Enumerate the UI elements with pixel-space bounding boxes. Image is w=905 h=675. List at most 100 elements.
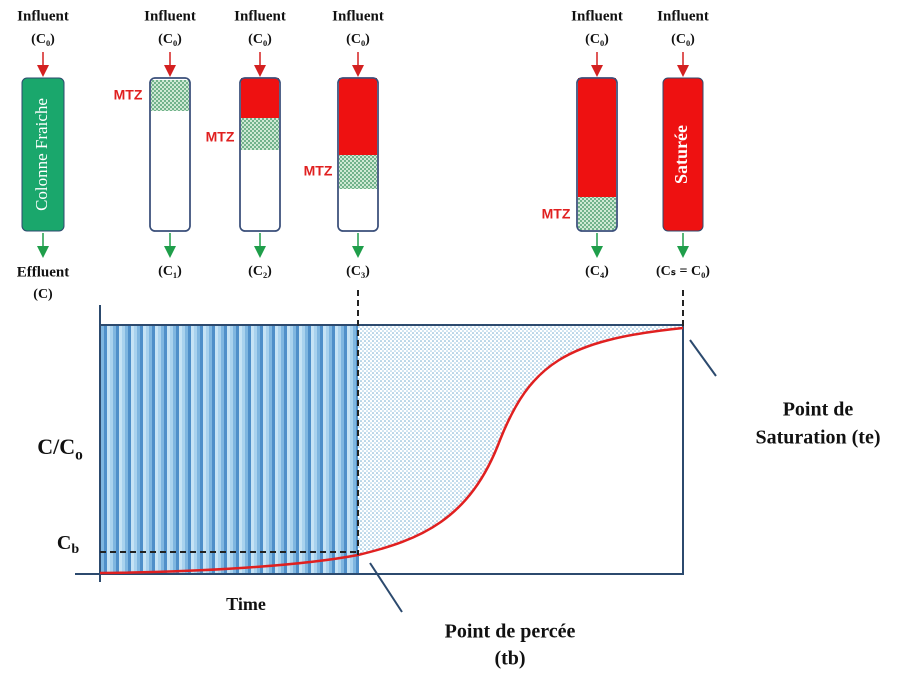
breakthrough-curve bbox=[99, 326, 684, 575]
y-axis-label: C/Co bbox=[37, 434, 83, 463]
x-axis-label: Time bbox=[226, 594, 266, 614]
dotted-area bbox=[358, 325, 683, 555]
mtz-label: MTZ bbox=[114, 87, 143, 103]
stripe bbox=[233, 325, 236, 574]
effluent-concentration: (C₁) bbox=[158, 264, 182, 279]
stripe bbox=[131, 325, 134, 574]
stripe bbox=[149, 325, 152, 574]
breakthrough-label: (tb) bbox=[494, 648, 525, 670]
influent-label: Influent bbox=[571, 8, 623, 24]
stripe bbox=[182, 325, 185, 574]
column: Influent (C₀) MTZ (C₁) bbox=[114, 8, 196, 279]
stripe bbox=[179, 325, 182, 574]
influent-concentration: (C₀) bbox=[248, 32, 272, 47]
stripe bbox=[206, 325, 209, 574]
stripe bbox=[269, 325, 272, 574]
cb-label-main: C bbox=[57, 532, 71, 554]
stripe bbox=[356, 325, 359, 574]
stripe bbox=[239, 325, 242, 574]
stripe bbox=[185, 325, 188, 574]
stripe bbox=[284, 325, 287, 574]
cb-label: Cb bbox=[57, 532, 79, 558]
stripe bbox=[278, 325, 281, 574]
influent-label: Influent bbox=[234, 8, 286, 24]
pointer-arrow bbox=[369, 562, 403, 613]
stripe bbox=[236, 325, 239, 574]
stripe bbox=[146, 325, 149, 574]
stripe bbox=[167, 325, 170, 574]
stripe bbox=[101, 325, 104, 574]
stripe bbox=[347, 325, 350, 574]
mtz-label: MTZ bbox=[304, 163, 333, 179]
influent-label: Influent bbox=[17, 8, 69, 24]
stripe bbox=[344, 325, 347, 574]
stripe bbox=[224, 325, 227, 574]
mtz-label: MTZ bbox=[542, 206, 571, 222]
column-outline bbox=[337, 77, 379, 232]
stripe bbox=[263, 325, 266, 574]
column-body bbox=[662, 77, 704, 232]
stripe bbox=[176, 325, 179, 574]
saturation-label: Point de bbox=[783, 399, 854, 421]
influent-label: Influent bbox=[657, 8, 709, 24]
mtz-zone bbox=[151, 80, 189, 111]
stripe bbox=[293, 325, 296, 574]
stripe bbox=[308, 325, 311, 574]
stripe bbox=[164, 325, 167, 574]
stripe bbox=[266, 325, 269, 574]
stripe bbox=[272, 325, 275, 574]
stripe bbox=[143, 325, 146, 574]
stripe bbox=[332, 325, 335, 574]
saturated-zone bbox=[241, 78, 279, 118]
graph bbox=[75, 290, 717, 613]
stripe bbox=[323, 325, 326, 574]
pointer-arrow bbox=[689, 339, 717, 377]
stripe bbox=[107, 325, 110, 574]
stripe bbox=[110, 325, 113, 574]
influent-concentration: (C₀) bbox=[158, 32, 182, 47]
stripe bbox=[299, 325, 302, 574]
stripe bbox=[158, 325, 161, 574]
stripe bbox=[194, 325, 197, 574]
mtz-zone bbox=[241, 118, 279, 150]
y-axis-label-main: C/C bbox=[37, 434, 75, 459]
influent-label: Influent bbox=[332, 8, 384, 24]
breakthrough-label: Point de percée bbox=[445, 621, 576, 643]
stripe bbox=[317, 325, 320, 574]
stripe bbox=[122, 325, 125, 574]
stripe bbox=[341, 325, 344, 574]
stripe bbox=[155, 325, 158, 574]
stripe bbox=[209, 325, 212, 574]
influent-concentration: (C₀) bbox=[346, 32, 370, 47]
stripe bbox=[137, 325, 140, 574]
column: Influent (C₀) Colonne Fraiche Effluent (C) bbox=[17, 8, 70, 302]
stripe bbox=[275, 325, 278, 574]
stripe bbox=[251, 325, 254, 574]
stripe bbox=[287, 325, 290, 574]
stripe bbox=[242, 325, 245, 574]
effluent-concentration: (C) bbox=[33, 287, 53, 302]
saturation-label: Saturation (te) bbox=[756, 427, 881, 449]
stripe bbox=[314, 325, 317, 574]
stripe bbox=[305, 325, 308, 574]
stripe bbox=[248, 325, 251, 574]
stripe bbox=[104, 325, 107, 574]
stripe bbox=[329, 325, 332, 574]
stripe bbox=[125, 325, 128, 574]
column-outline bbox=[149, 77, 191, 232]
mtz-zone bbox=[339, 155, 377, 189]
column-outline bbox=[239, 77, 281, 232]
influent-concentration: (C₀) bbox=[31, 32, 55, 47]
stripe bbox=[296, 325, 299, 574]
stripe bbox=[338, 325, 341, 574]
effluent-concentration: (Cₛ = C₀) bbox=[656, 264, 710, 279]
stripe bbox=[134, 325, 137, 574]
effluent-label: Effluent bbox=[17, 264, 70, 280]
column: Influent (C₀) MTZ (C₂) bbox=[206, 8, 286, 279]
column: Influent (C₀) Saturée (Cₛ = C₀) bbox=[656, 8, 710, 279]
stripe bbox=[200, 325, 203, 574]
influent-concentration: (C₀) bbox=[585, 32, 609, 47]
stripe bbox=[191, 325, 194, 574]
stripe bbox=[215, 325, 218, 574]
